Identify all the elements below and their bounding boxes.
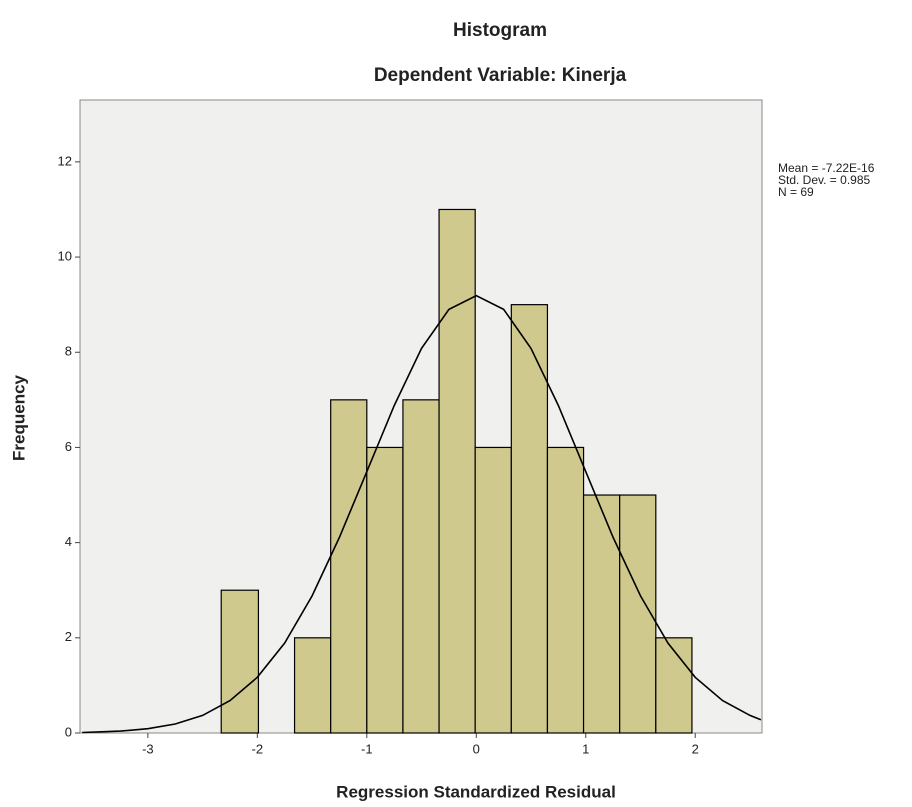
bar xyxy=(438,208,476,734)
y-tick-label: 12 xyxy=(58,153,72,168)
y-tick-label: 6 xyxy=(65,439,72,454)
y-axis-title: Frequency xyxy=(9,374,28,461)
bar xyxy=(293,637,332,734)
bar xyxy=(655,637,693,734)
chart-title: Histogram xyxy=(453,20,547,41)
bar xyxy=(474,446,512,734)
bar xyxy=(619,494,657,734)
bar xyxy=(510,304,549,734)
bar xyxy=(402,399,440,734)
bar xyxy=(582,494,621,734)
stat-label: N = 69 xyxy=(778,185,814,199)
y-tick-label: 2 xyxy=(65,629,72,644)
x-tick-label: 2 xyxy=(692,741,699,756)
x-axis-title: Regression Standardized Residual xyxy=(336,782,616,801)
x-tick-label: -3 xyxy=(142,741,154,756)
bar xyxy=(220,589,260,734)
normal-curve xyxy=(82,294,762,734)
y-tick-label: 0 xyxy=(65,724,72,739)
stat-label: Mean = -7.22E-16 xyxy=(778,161,875,175)
x-tick-label: 0 xyxy=(473,741,480,756)
stat-label: Std. Dev. = 0.985 xyxy=(778,173,870,187)
x-tick-label: -1 xyxy=(361,741,373,756)
x-tick-label: -2 xyxy=(252,741,264,756)
y-tick-label: 4 xyxy=(65,534,72,549)
bar xyxy=(330,399,368,734)
bar xyxy=(546,446,585,734)
chart-subtitle: Dependent Variable: Kinerja xyxy=(374,65,627,86)
bar xyxy=(366,446,404,734)
x-tick-label: 1 xyxy=(582,741,589,756)
y-tick-label: 8 xyxy=(65,344,72,359)
y-tick-label: 10 xyxy=(58,248,72,263)
